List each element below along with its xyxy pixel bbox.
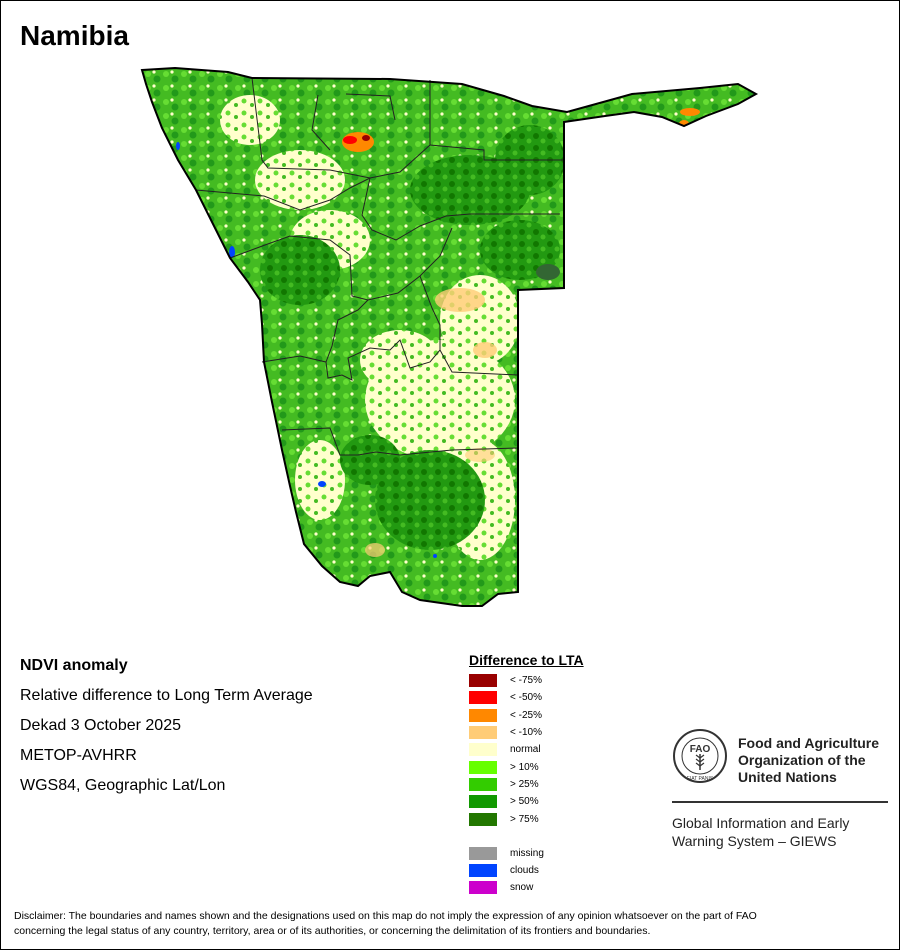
product-description: Relative difference to Long Term Average [20, 687, 313, 704]
legend-label: > 75% [510, 813, 539, 825]
legend-title: Difference to LTA [469, 652, 584, 668]
legend-label: normal [510, 744, 541, 756]
legend-item: < -75% [469, 672, 584, 689]
fao-name-line: Food and Agriculture [738, 735, 880, 751]
legend-item: > 50% [469, 793, 584, 810]
fao-emblem-letters: FAO [690, 744, 711, 755]
legend-label: missing [510, 847, 544, 859]
legend-item: < -25% [469, 707, 584, 724]
legend-label: clouds [510, 865, 539, 877]
legend-item: < -50% [469, 689, 584, 706]
legend-label: snow [510, 882, 534, 894]
sensor-label: METOP-AVHRR [20, 747, 137, 764]
legend-swatch [469, 864, 497, 878]
giews-label: Global Information and Early Warning Sys… [672, 814, 849, 850]
namibia-map [141, 67, 757, 607]
legend-item: > 75% [469, 810, 584, 827]
fao-name-line: Organization of the [738, 752, 866, 768]
legend-label: > 25% [510, 778, 539, 790]
disclaimer-line: Disclaimer: The boundaries and names sho… [14, 910, 757, 922]
fao-emblem-motto: FIAT PANIS [687, 776, 714, 782]
legend-swatch [469, 881, 497, 895]
legend-label: < -25% [510, 709, 542, 721]
legend-label: < -10% [510, 727, 542, 739]
legend-label: > 50% [510, 796, 539, 808]
legend-swatch [469, 674, 497, 688]
legend-swatch [469, 760, 497, 774]
legend-label: > 10% [510, 761, 539, 773]
legend-label: < -50% [510, 692, 542, 704]
ndvi-raster [142, 68, 756, 606]
legend-label: < -75% [510, 675, 542, 687]
disclaimer-line: concerning the legal status of any count… [14, 925, 651, 937]
fao-name: Food and Agriculture Organization of the… [738, 735, 879, 786]
legend-swatch [469, 743, 497, 757]
divider [672, 801, 888, 803]
fao-name-line: United Nations [738, 769, 837, 785]
legend-swatch [469, 691, 497, 705]
legend-swatch [469, 846, 497, 860]
region-boundaries [195, 77, 564, 456]
legend-item: missing [469, 845, 584, 862]
legend-swatch [469, 812, 497, 826]
legend-swatch [469, 708, 497, 722]
legend-swatch [469, 726, 497, 740]
disclaimer: Disclaimer: The boundaries and names sho… [14, 909, 884, 939]
legend-swatch [469, 795, 497, 809]
period-label: Dekad 3 October 2025 [20, 717, 181, 734]
legend-item: normal [469, 741, 584, 758]
legend-item: < -10% [469, 724, 584, 741]
map-info: NDVI anomaly Relative difference to Long… [20, 656, 313, 806]
giews-line: Global Information and Early [672, 815, 850, 831]
map-title: Namibia [20, 20, 129, 51]
legend-item: clouds [469, 862, 584, 879]
legend-swatch [469, 777, 497, 791]
legend: Difference to LTA < -75% < -50% < -25% <… [469, 652, 584, 897]
legend-item: snow [469, 879, 584, 896]
legend-item: > 10% [469, 758, 584, 775]
giews-line: Warning System – GIEWS [672, 833, 837, 849]
legend-item: > 25% [469, 776, 584, 793]
product-title: NDVI anomaly [20, 657, 128, 674]
fao-emblem-icon: FAO FIAT PANIS [673, 729, 727, 783]
projection-label: WGS84, Geographic Lat/Lon [20, 777, 226, 794]
